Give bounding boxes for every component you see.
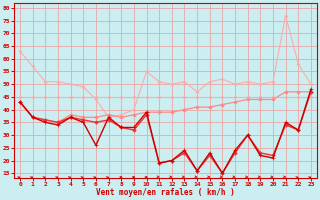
X-axis label: Vent moyen/en rafales ( km/h ): Vent moyen/en rafales ( km/h ) bbox=[96, 188, 235, 197]
